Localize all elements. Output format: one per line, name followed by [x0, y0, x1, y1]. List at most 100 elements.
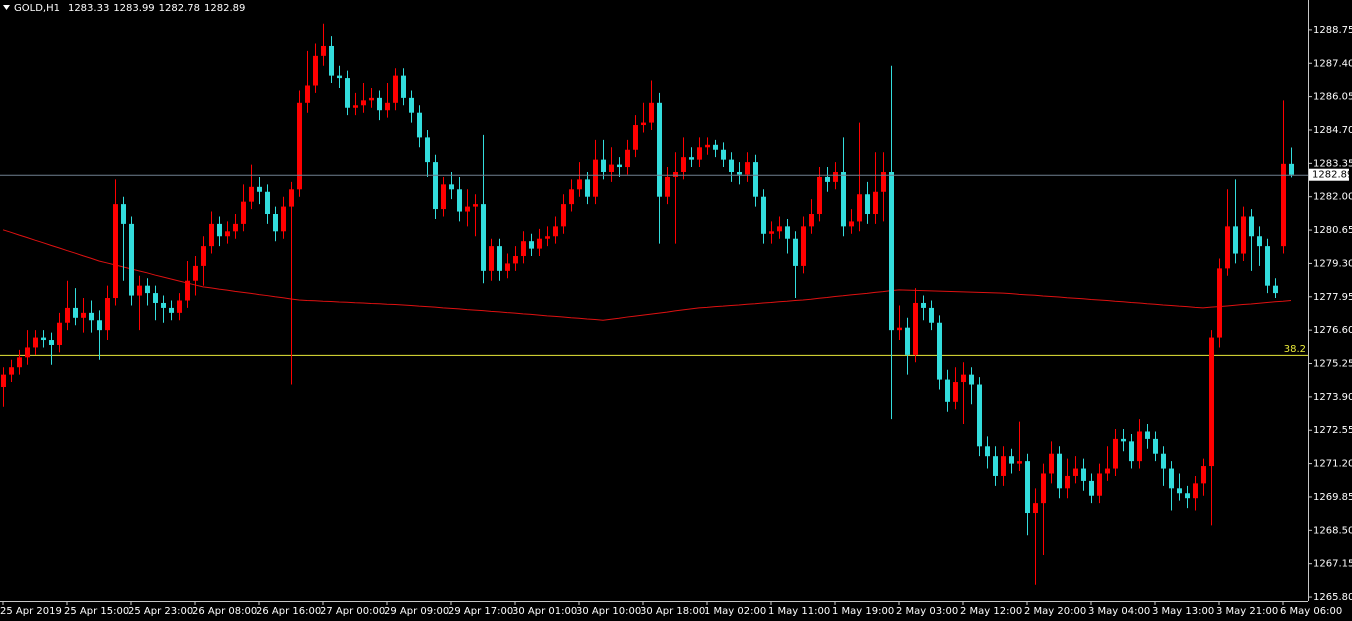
candle-body [105, 298, 110, 331]
x-tick-label: 3 May 13:00 [1152, 606, 1214, 617]
candle-body [673, 171, 678, 177]
candle-body [865, 194, 870, 215]
candle-body [1025, 461, 1030, 514]
candle-body [233, 223, 238, 232]
candle-body [1169, 468, 1174, 489]
x-tick-label: 1 May 11:00 [768, 606, 830, 617]
candle-body [593, 159, 598, 197]
candle-body [193, 265, 198, 281]
candle-body [601, 159, 606, 172]
y-tick-label: 1277.95 [1313, 292, 1352, 303]
candle-body [281, 206, 286, 232]
candle-body [713, 144, 718, 150]
candle-body [9, 367, 14, 375]
candle-body [1209, 337, 1214, 467]
candle-body [729, 159, 734, 172]
candle-body [577, 179, 582, 190]
y-tick-label: 1273.90 [1313, 392, 1352, 403]
candle-body [553, 226, 558, 237]
candle-body [721, 149, 726, 160]
y-tick-label: 1275.25 [1313, 359, 1352, 370]
candle-body [65, 307, 70, 323]
candle-body [1281, 163, 1286, 247]
x-tick-label: 25 Apr 23:00 [128, 606, 193, 617]
candle-body [833, 171, 838, 182]
y-tick-label: 1287.40 [1313, 58, 1352, 69]
candle-body [489, 246, 494, 271]
candle-body [385, 102, 390, 111]
y-tick-label: 1267.15 [1313, 559, 1352, 570]
x-tick-label: 29 Apr 17:00 [448, 606, 513, 617]
candle-body [761, 196, 766, 234]
candle-body [905, 327, 910, 355]
candle-body [1233, 226, 1238, 254]
candle-body [41, 337, 46, 341]
candle-body [81, 312, 86, 318]
candle-body [697, 147, 702, 160]
x-tick-label: 6 May 06:00 [1280, 606, 1342, 617]
x-tick-label: 25 Apr 15:00 [64, 606, 129, 617]
candle-body [177, 300, 182, 313]
y-tick-label: 1279.30 [1313, 258, 1352, 269]
candle-body [297, 102, 302, 190]
candle-body [425, 137, 430, 163]
y-tick-label: 1271.20 [1313, 459, 1352, 470]
candle-body [33, 337, 38, 348]
candle-body [841, 171, 846, 227]
candle-body [1257, 236, 1262, 247]
candle-body [25, 347, 30, 358]
candle-body [793, 238, 798, 266]
x-tick-label: 30 Apr 18:00 [640, 606, 705, 617]
candle-body [705, 144, 710, 148]
candle-body [993, 456, 998, 476]
candle-body [1289, 163, 1294, 175]
x-tick-label: 30 Apr 01:00 [512, 606, 577, 617]
candle-body [857, 194, 862, 222]
candle-body [57, 322, 62, 345]
candle-body [449, 184, 454, 190]
candle-body [417, 112, 422, 138]
candle-body [273, 214, 278, 232]
candle-body [785, 226, 790, 239]
candle-body [409, 97, 414, 113]
candle-body [241, 201, 246, 224]
candle-body [305, 85, 310, 103]
candle-body [161, 302, 166, 308]
x-tick-label: 2 May 20:00 [1024, 606, 1086, 617]
candle-body [121, 204, 126, 224]
x-tick-label: 27 Apr 00:00 [320, 606, 385, 617]
candle-body [897, 327, 902, 331]
candle-body [1225, 226, 1230, 269]
y-tick-label: 1265.80 [1313, 592, 1352, 603]
candle-body [977, 384, 982, 447]
candle-body [185, 280, 190, 301]
candle-body [169, 307, 174, 313]
candle-body [641, 122, 646, 126]
candle-body [665, 176, 670, 197]
candle-body [1033, 503, 1038, 514]
candle-body [929, 307, 934, 323]
x-tick-label: 1 May 19:00 [832, 606, 894, 617]
candle-body [561, 204, 566, 227]
candle-body [217, 223, 222, 237]
candle-body [321, 45, 326, 56]
candle-body [969, 374, 974, 385]
candle-body [937, 322, 942, 380]
candle-body [633, 125, 638, 150]
candle-body [625, 149, 630, 168]
candle-body [657, 102, 662, 197]
candle-body [1249, 216, 1254, 237]
candle-body [97, 320, 102, 331]
candle-body [1089, 480, 1094, 496]
candle-body [401, 75, 406, 98]
x-tick-label: 3 May 21:00 [1216, 606, 1278, 617]
candle-body [1153, 438, 1158, 454]
bid-label-box [1309, 168, 1349, 181]
candle-body [337, 75, 342, 79]
fibo-label: 38.2 [1284, 344, 1306, 355]
candle-body [945, 379, 950, 402]
candle-body [505, 263, 510, 271]
y-tick-label: 1283.35 [1313, 158, 1352, 169]
candle-body [1001, 456, 1006, 476]
